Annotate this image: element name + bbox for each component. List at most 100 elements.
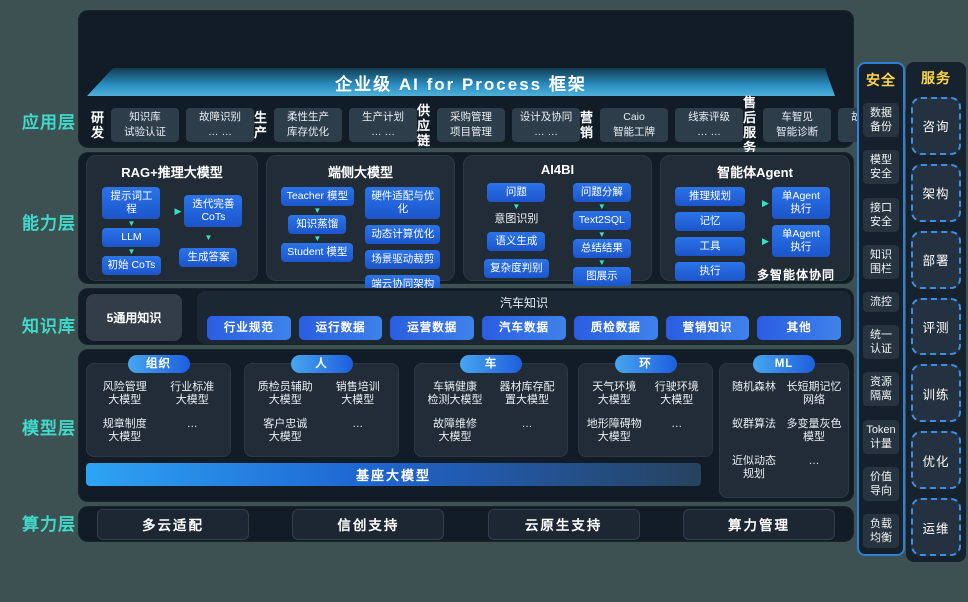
- arrow-right-icon: ▶: [762, 197, 769, 208]
- security-item: 负载 均衡: [863, 513, 899, 548]
- arrow-down-icon: ▼: [597, 258, 606, 267]
- model-item: 蚁群算法: [732, 418, 776, 430]
- app-group-production: 生产 柔性生产 库存优化 生产计划 … …: [254, 108, 418, 142]
- arrow-down-icon: ▼: [127, 247, 136, 256]
- model-item: 随机森林: [732, 381, 776, 393]
- flow-step: LLM: [102, 228, 161, 247]
- app-item-box: Caio 智能工牌: [600, 108, 669, 142]
- compute-item-management: 算力管理: [682, 508, 835, 540]
- service-column-title: 服务: [921, 70, 951, 86]
- model-item: 地形障碍物 大模型: [586, 418, 642, 443]
- service-item: 咨询: [911, 97, 961, 155]
- arrow-down-icon: ▼: [313, 234, 322, 243]
- service-item: 优化: [911, 431, 961, 490]
- model-item: 行业标准 大模型: [170, 381, 215, 406]
- knowledge-layer-row: 5通用知识 汽车知识 行业规范 运行数据 运营数据 汽车数据 质检数据 营销知识…: [78, 288, 854, 345]
- security-item: Token 计量: [863, 419, 899, 454]
- model-item: 故障维修 大模型: [433, 418, 477, 443]
- app-item-box: 车智见 智能诊断: [763, 108, 832, 142]
- block-title: 端侧大模型: [327, 165, 393, 180]
- service-column: 服务 咨询 架构 部署 评测 训练 优化 运维: [906, 62, 966, 562]
- app-group-label: 供应 链: [417, 102, 431, 148]
- flow-step: 问题: [487, 183, 546, 202]
- app-group-label: 生产: [254, 110, 268, 140]
- agent-block: 智能体Agent 推理规划 记忆 工具 执行 ▶ 单Agent 执行 ▶: [660, 155, 850, 282]
- automotive-knowledge-panel: 汽车知识 行业规范 运行数据 运营数据 汽车数据 质检数据 营销知识 其他: [197, 291, 851, 344]
- flow-step: 总结结果: [572, 239, 631, 258]
- model-item: 车辆健康 检测大模型: [427, 381, 483, 406]
- model-group-vehicle: 车 车辆健康 检测大模型 器材库存配 置大模型 故障维修 大模型 …: [414, 355, 568, 457]
- model-item: 行驶环境 大模型: [654, 381, 699, 406]
- app-group-label: 售后 服务: [743, 95, 757, 155]
- service-item: 部署: [911, 230, 961, 289]
- multi-agent-note: 多智能体协同: [756, 268, 835, 282]
- flow-step: Student 模型: [281, 243, 354, 262]
- feature-box: 硬件适配与优 化: [365, 187, 441, 219]
- model-item: 质检员辅助 大模型: [257, 381, 313, 406]
- model-group-environment: 环 天气环境 大模型 行驶环境 大模型 地形障碍物 大模型 …: [578, 355, 713, 457]
- security-item: 资源 隔离: [863, 372, 899, 407]
- knowledge-pill: 质检数据: [573, 316, 658, 340]
- model-item: 销售培训 大模型: [335, 381, 380, 406]
- arrow-down-icon: ▼: [127, 219, 136, 228]
- arrow-right-icon: ▶: [762, 235, 769, 246]
- model-group-pill: 车: [460, 355, 522, 373]
- app-item-box: 线索评级 … …: [675, 108, 744, 142]
- arrow-right-icon: ▶: [174, 205, 182, 216]
- flow-label: 意图识别: [494, 213, 539, 225]
- app-item-box: 柔性生产 库存优化: [274, 108, 343, 142]
- flow-step: 初始 CoTs: [101, 256, 162, 275]
- model-item: …: [671, 418, 683, 430]
- flow-step: Text2SQL: [572, 211, 631, 230]
- automotive-knowledge-title: 汽车知识: [499, 296, 548, 310]
- arrow-down-icon: ▼: [313, 206, 322, 215]
- security-column: 安全 数据 备份 模型 安全 接口 安全 知识 围栏 流控 统一 认证 资源 隔…: [857, 62, 905, 556]
- agent-component: 工具: [674, 237, 745, 256]
- model-item: …: [186, 418, 198, 430]
- knowledge-pill: 营销知识: [665, 316, 750, 340]
- model-item: 客户忠诚 大模型: [263, 418, 308, 443]
- app-item-box: 知识库 试验认证: [111, 108, 180, 142]
- arrow-down-icon: ▼: [597, 202, 606, 211]
- edge-model-block: 端侧大模型 Teacher 模型 ▼ 知识蒸馏 ▼ Student 模型 硬件适…: [266, 155, 455, 294]
- security-item: 流控: [863, 291, 899, 312]
- security-item: 模型 安全: [863, 150, 899, 185]
- model-group-pill: 人: [290, 355, 353, 373]
- layer-label-knowledge: 知识库: [22, 317, 76, 336]
- knowledge-pill: 汽车数据: [482, 316, 566, 340]
- app-group-label: 研发: [91, 110, 105, 140]
- flow-step: 知识蒸馏: [288, 215, 347, 234]
- layer-label-application: 应用层: [22, 113, 76, 132]
- model-group-pill: 组织: [127, 355, 190, 373]
- model-group-pill: 环: [614, 355, 677, 373]
- app-item-box: 生产计划 … …: [349, 108, 418, 142]
- security-item: 接口 安全: [863, 197, 899, 232]
- flow-step: 图展示: [572, 267, 631, 286]
- business-domain-groups: 研发 知识库 试验认证 故障识别 … … 生产 柔性生产 库存优化 生产计划 ……: [91, 95, 907, 155]
- security-item: 统一 认证: [863, 325, 899, 360]
- flow-step: 问题分解: [572, 183, 631, 202]
- layer-label-model: 模型层: [22, 419, 76, 438]
- base-model-banner: 基座大模型: [86, 463, 701, 486]
- service-item: 评测: [911, 297, 961, 356]
- flow-step: 语义生成: [487, 232, 546, 251]
- service-item: 架构: [911, 163, 961, 222]
- security-column-title: 安全: [866, 72, 896, 88]
- app-item-box: 采购管理 项目管理: [437, 108, 506, 142]
- model-group-organization: 组织 风险管理 大模型 行业标准 大模型 规章制度 大模型 …: [86, 355, 231, 457]
- model-item: 规章制度 大模型: [102, 418, 147, 443]
- model-layer-row: 组织 风险管理 大模型 行业标准 大模型 规章制度 大模型 … 人 质检员辅助 …: [78, 349, 854, 502]
- knowledge-pill: 其他: [757, 316, 842, 340]
- capability-layer-row: RAG+推理大模型 提示词工 程 ▼ LLM ▼ 初始 CoTs ▶ 迭代完善 …: [78, 152, 854, 294]
- model-group-people: 人 质检员辅助 大模型 销售培训 大模型 客户忠诚 大模型 …: [244, 355, 399, 457]
- application-layer-row: 企业级 AI for Process 框架 研发 知识库 试验认证 故障识别 ……: [78, 10, 907, 155]
- service-item: 运维: [911, 498, 961, 557]
- flow-step: Teacher 模型: [280, 187, 354, 206]
- framework-title-banner: 企业级 AI for Process 框架: [87, 68, 835, 96]
- agent-exec-box: 单Agent 执行: [771, 225, 830, 257]
- model-item: 多变量灰色 模型: [786, 418, 842, 443]
- agent-exec-box: 单Agent 执行: [771, 187, 830, 219]
- model-item: 长短期记忆 网络: [786, 381, 842, 406]
- compute-item-multicloud: 多云适配: [97, 508, 249, 540]
- ai4bi-block: AI4BI 问题 ▼ 意图识别 语义生成 复杂度判别 问题分解 ▼ Text2S…: [463, 155, 652, 286]
